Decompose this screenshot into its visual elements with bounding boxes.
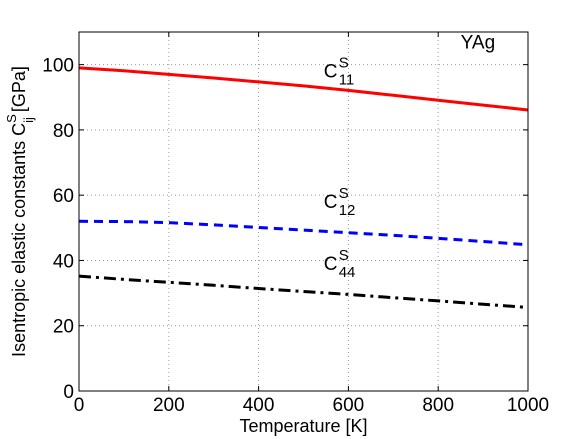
y-axis-label-unit: [GPa] [9,66,29,117]
series-line-c44 [78,274,529,309]
y-tick-label: 40 [53,251,74,272]
ticks: 0 200 400 600 800 1000 0 20 40 60 80 100 [42,32,549,416]
annotation-sup: S [339,247,349,264]
x-tick-label: 600 [333,395,365,416]
annotation-base: C [324,192,338,213]
x-tick-label: 400 [243,395,275,416]
annotation-sub: 12 [339,202,356,219]
series-line-c11 [78,66,529,112]
annotation-sub: 11 [339,72,355,89]
grid-lines [79,32,528,391]
y-axis-label-sub: ij [21,117,36,123]
y-tick-label: 60 [53,186,74,207]
x-tick-label: 800 [422,395,454,416]
annotation-sup: S [339,55,349,72]
y-tick-label: 100 [42,56,74,77]
y-tick-label: 20 [53,317,74,338]
annotation-c44: C S44 [324,247,356,281]
annotation-sub: 44 [339,264,356,281]
y-axis-label-main: Isentropic elastic constants C [9,123,29,357]
y-axis-label-sup: S [4,114,19,123]
x-tick-label: 200 [153,395,185,416]
y-tick-label: 80 [53,121,74,142]
annotation-base: C [324,254,338,275]
x-tick-label: 0 [74,395,85,416]
x-axis-label: Temperature [K] [239,416,367,436]
annotation-base: C [324,62,338,83]
series-layer [78,66,529,309]
plot-frame [78,31,529,392]
y-axis-label: Isentropic elastic constants CS ij [GPa] [4,66,36,357]
y-tick-label: 0 [63,382,74,403]
series-line-c12 [78,219,529,247]
annotation-label: YAg [461,32,496,53]
x-tick-label: 1000 [507,395,549,416]
annotation-sup: S [339,185,349,202]
annotation-c12: C S12 [324,185,356,219]
annotation-c11: C S11 [324,55,355,89]
